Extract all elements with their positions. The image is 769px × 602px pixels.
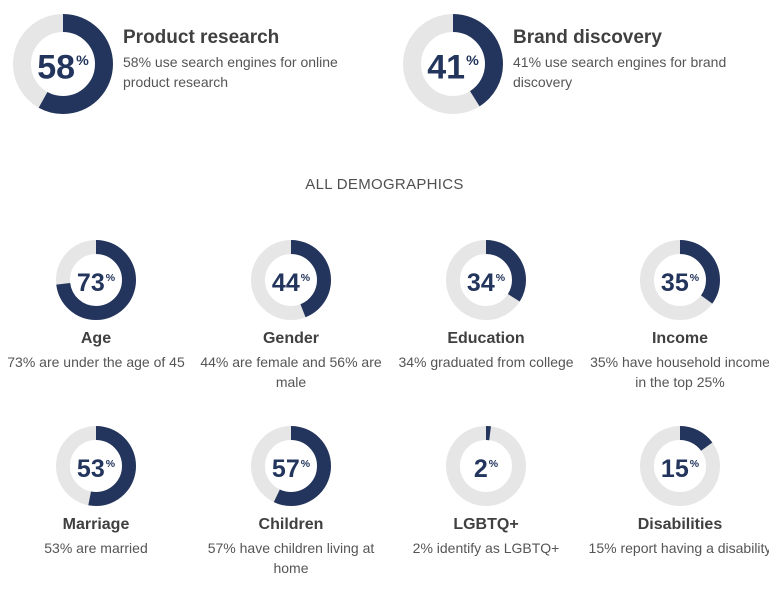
donut-value-arc: [446, 240, 526, 320]
donut-gender: 44%: [251, 240, 331, 320]
top-title: Brand discovery: [513, 27, 662, 48]
value-number: 34: [466, 268, 495, 297]
cell-title: Children: [258, 516, 324, 533]
top-desc: 58% use search engines for online produc…: [123, 54, 338, 90]
top-text-product-research: Product research 58% use search engines …: [123, 27, 363, 92]
donut-lgbtq-chart: [446, 426, 526, 506]
cell-title: Marriage: [62, 516, 130, 533]
value-number: 58: [37, 48, 76, 87]
donut-age: 73%: [56, 240, 136, 320]
value-suffix: %: [495, 272, 506, 284]
cell-title: Education: [447, 330, 525, 347]
cell-title: LGBTQ+: [453, 516, 519, 533]
donut-education-chart: [446, 240, 526, 320]
cell-desc: 2% identify as LGBTQ+: [412, 540, 560, 556]
cell-title: Age: [80, 330, 112, 347]
value-suffix: %: [105, 458, 116, 470]
donut-product-research-chart: [13, 14, 113, 114]
donut-product-research: 58%: [13, 14, 113, 114]
donut-value: 58%: [13, 41, 113, 88]
donut-value: 34%: [446, 263, 526, 298]
cell-desc: 15% report having a disability: [588, 540, 769, 556]
donut-marriage-chart: [56, 426, 136, 506]
cell-gender: Gender 44% are female and 56% are male: [196, 329, 386, 392]
value-number: 53: [76, 454, 105, 483]
donut-value: 41%: [403, 41, 503, 88]
donut-value-arc: [640, 426, 720, 506]
cell-education: Education 34% graduated from college: [391, 329, 581, 372]
value-number: 73: [76, 268, 105, 297]
cell-title: Income: [651, 330, 708, 347]
value-suffix: %: [105, 272, 116, 284]
value-suffix: %: [689, 458, 700, 470]
donut-value: 73%: [56, 263, 136, 298]
donut-value-arc: [56, 426, 136, 506]
donut-value-arc: [403, 14, 503, 114]
value-number: 15: [660, 454, 689, 483]
section-title: ALL DEMOGRAPHICS: [305, 176, 464, 193]
cell-children: Children 57% have children living at hom…: [196, 515, 386, 578]
donut-value-arc: [251, 240, 331, 320]
top-text-brand-discovery: Brand discovery 41% use search engines f…: [513, 27, 753, 92]
donut-value: 57%: [251, 449, 331, 484]
donut-brand-discovery-chart: [403, 14, 503, 114]
donut-value-arc: [446, 426, 526, 506]
donut-age-chart: [56, 240, 136, 320]
value-number: 35: [660, 268, 689, 297]
value-number: 44: [271, 268, 300, 297]
donut-brand-discovery: 41%: [403, 14, 503, 114]
donut-value-arc: [640, 240, 720, 320]
value-suffix: %: [689, 272, 700, 284]
donut-income-chart: [640, 240, 720, 320]
cell-income: Income 35% have household income in the …: [585, 329, 769, 392]
donut-education: 34%: [446, 240, 526, 320]
value-suffix: %: [300, 272, 311, 284]
cell-desc: 34% graduated from college: [398, 354, 574, 370]
donut-value: 2%: [446, 449, 526, 484]
cell-desc: 44% are female and 56% are male: [200, 354, 382, 390]
cell-disabilities: Disabilities 15% report having a disabil…: [585, 515, 769, 558]
cell-desc: 73% are under the age of 45: [7, 354, 185, 370]
cell-age: Age 73% are under the age of 45: [1, 329, 191, 372]
donut-value: 35%: [640, 263, 720, 298]
top-desc: 41% use search engines for brand discove…: [513, 54, 727, 90]
donut-disabilities-chart: [640, 426, 720, 506]
cell-desc: 53% are married: [44, 540, 148, 556]
donut-value-arc: [13, 14, 113, 114]
donut-disabilities: 15%: [640, 426, 720, 506]
donut-value: 15%: [640, 449, 720, 484]
donut-value: 53%: [56, 449, 136, 484]
donut-value-arc: [56, 240, 136, 320]
donut-gender-chart: [251, 240, 331, 320]
cell-title: Disabilities: [637, 516, 723, 533]
donut-children-chart: [251, 426, 331, 506]
value-suffix: %: [76, 53, 89, 69]
value-number: 57: [271, 454, 300, 483]
donut-income: 35%: [640, 240, 720, 320]
donut-lgbtq: 2%: [446, 426, 526, 506]
value-number: 2: [473, 454, 488, 483]
cell-lgbtq: LGBTQ+ 2% identify as LGBTQ+: [391, 515, 581, 558]
value-suffix: %: [466, 53, 479, 69]
donut-children: 57%: [251, 426, 331, 506]
donut-value: 44%: [251, 263, 331, 298]
cell-title: Gender: [262, 330, 319, 347]
value-suffix: %: [488, 458, 499, 470]
value-suffix: %: [300, 458, 311, 470]
cell-desc: 57% have children living at home: [207, 540, 375, 576]
cell-marriage: Marriage 53% are married: [1, 515, 191, 558]
donut-value-arc: [251, 426, 331, 506]
value-number: 41: [427, 48, 466, 87]
donut-marriage: 53%: [56, 426, 136, 506]
top-title: Product research: [123, 27, 280, 48]
cell-desc: 35% have household income in the top 25%: [590, 354, 769, 390]
